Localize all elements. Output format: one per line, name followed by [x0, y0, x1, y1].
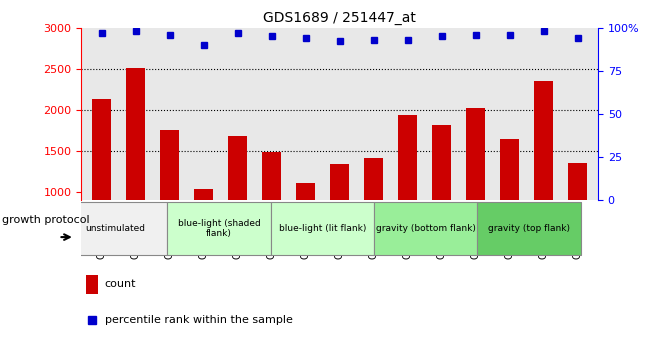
Bar: [92, 99, 111, 274]
Bar: [64, 202, 168, 255]
Bar: [568, 163, 587, 274]
Bar: [271, 202, 374, 255]
Bar: [161, 130, 179, 274]
Bar: [466, 108, 485, 274]
Text: count: count: [105, 279, 136, 289]
Text: gravity (bottom flank): gravity (bottom flank): [376, 224, 476, 233]
Bar: [263, 152, 281, 274]
Bar: [398, 115, 417, 274]
Bar: [432, 125, 451, 274]
Text: blue-light (lit flank): blue-light (lit flank): [279, 224, 366, 233]
Bar: [86, 275, 98, 294]
Bar: [500, 139, 519, 274]
Bar: [194, 189, 213, 274]
Text: growth protocol: growth protocol: [1, 215, 89, 225]
Bar: [534, 81, 553, 274]
Title: GDS1689 / 251447_at: GDS1689 / 251447_at: [263, 11, 416, 25]
Text: percentile rank within the sample: percentile rank within the sample: [105, 315, 292, 325]
Bar: [477, 202, 581, 255]
Bar: [374, 202, 478, 255]
Bar: [364, 158, 383, 274]
Bar: [296, 183, 315, 274]
Bar: [228, 136, 247, 274]
Bar: [330, 164, 349, 274]
Bar: [126, 68, 145, 274]
Text: unstimulated: unstimulated: [86, 224, 146, 233]
Text: blue-light (shaded
flank): blue-light (shaded flank): [177, 219, 261, 238]
Text: gravity (top flank): gravity (top flank): [488, 224, 570, 233]
Bar: [168, 202, 271, 255]
